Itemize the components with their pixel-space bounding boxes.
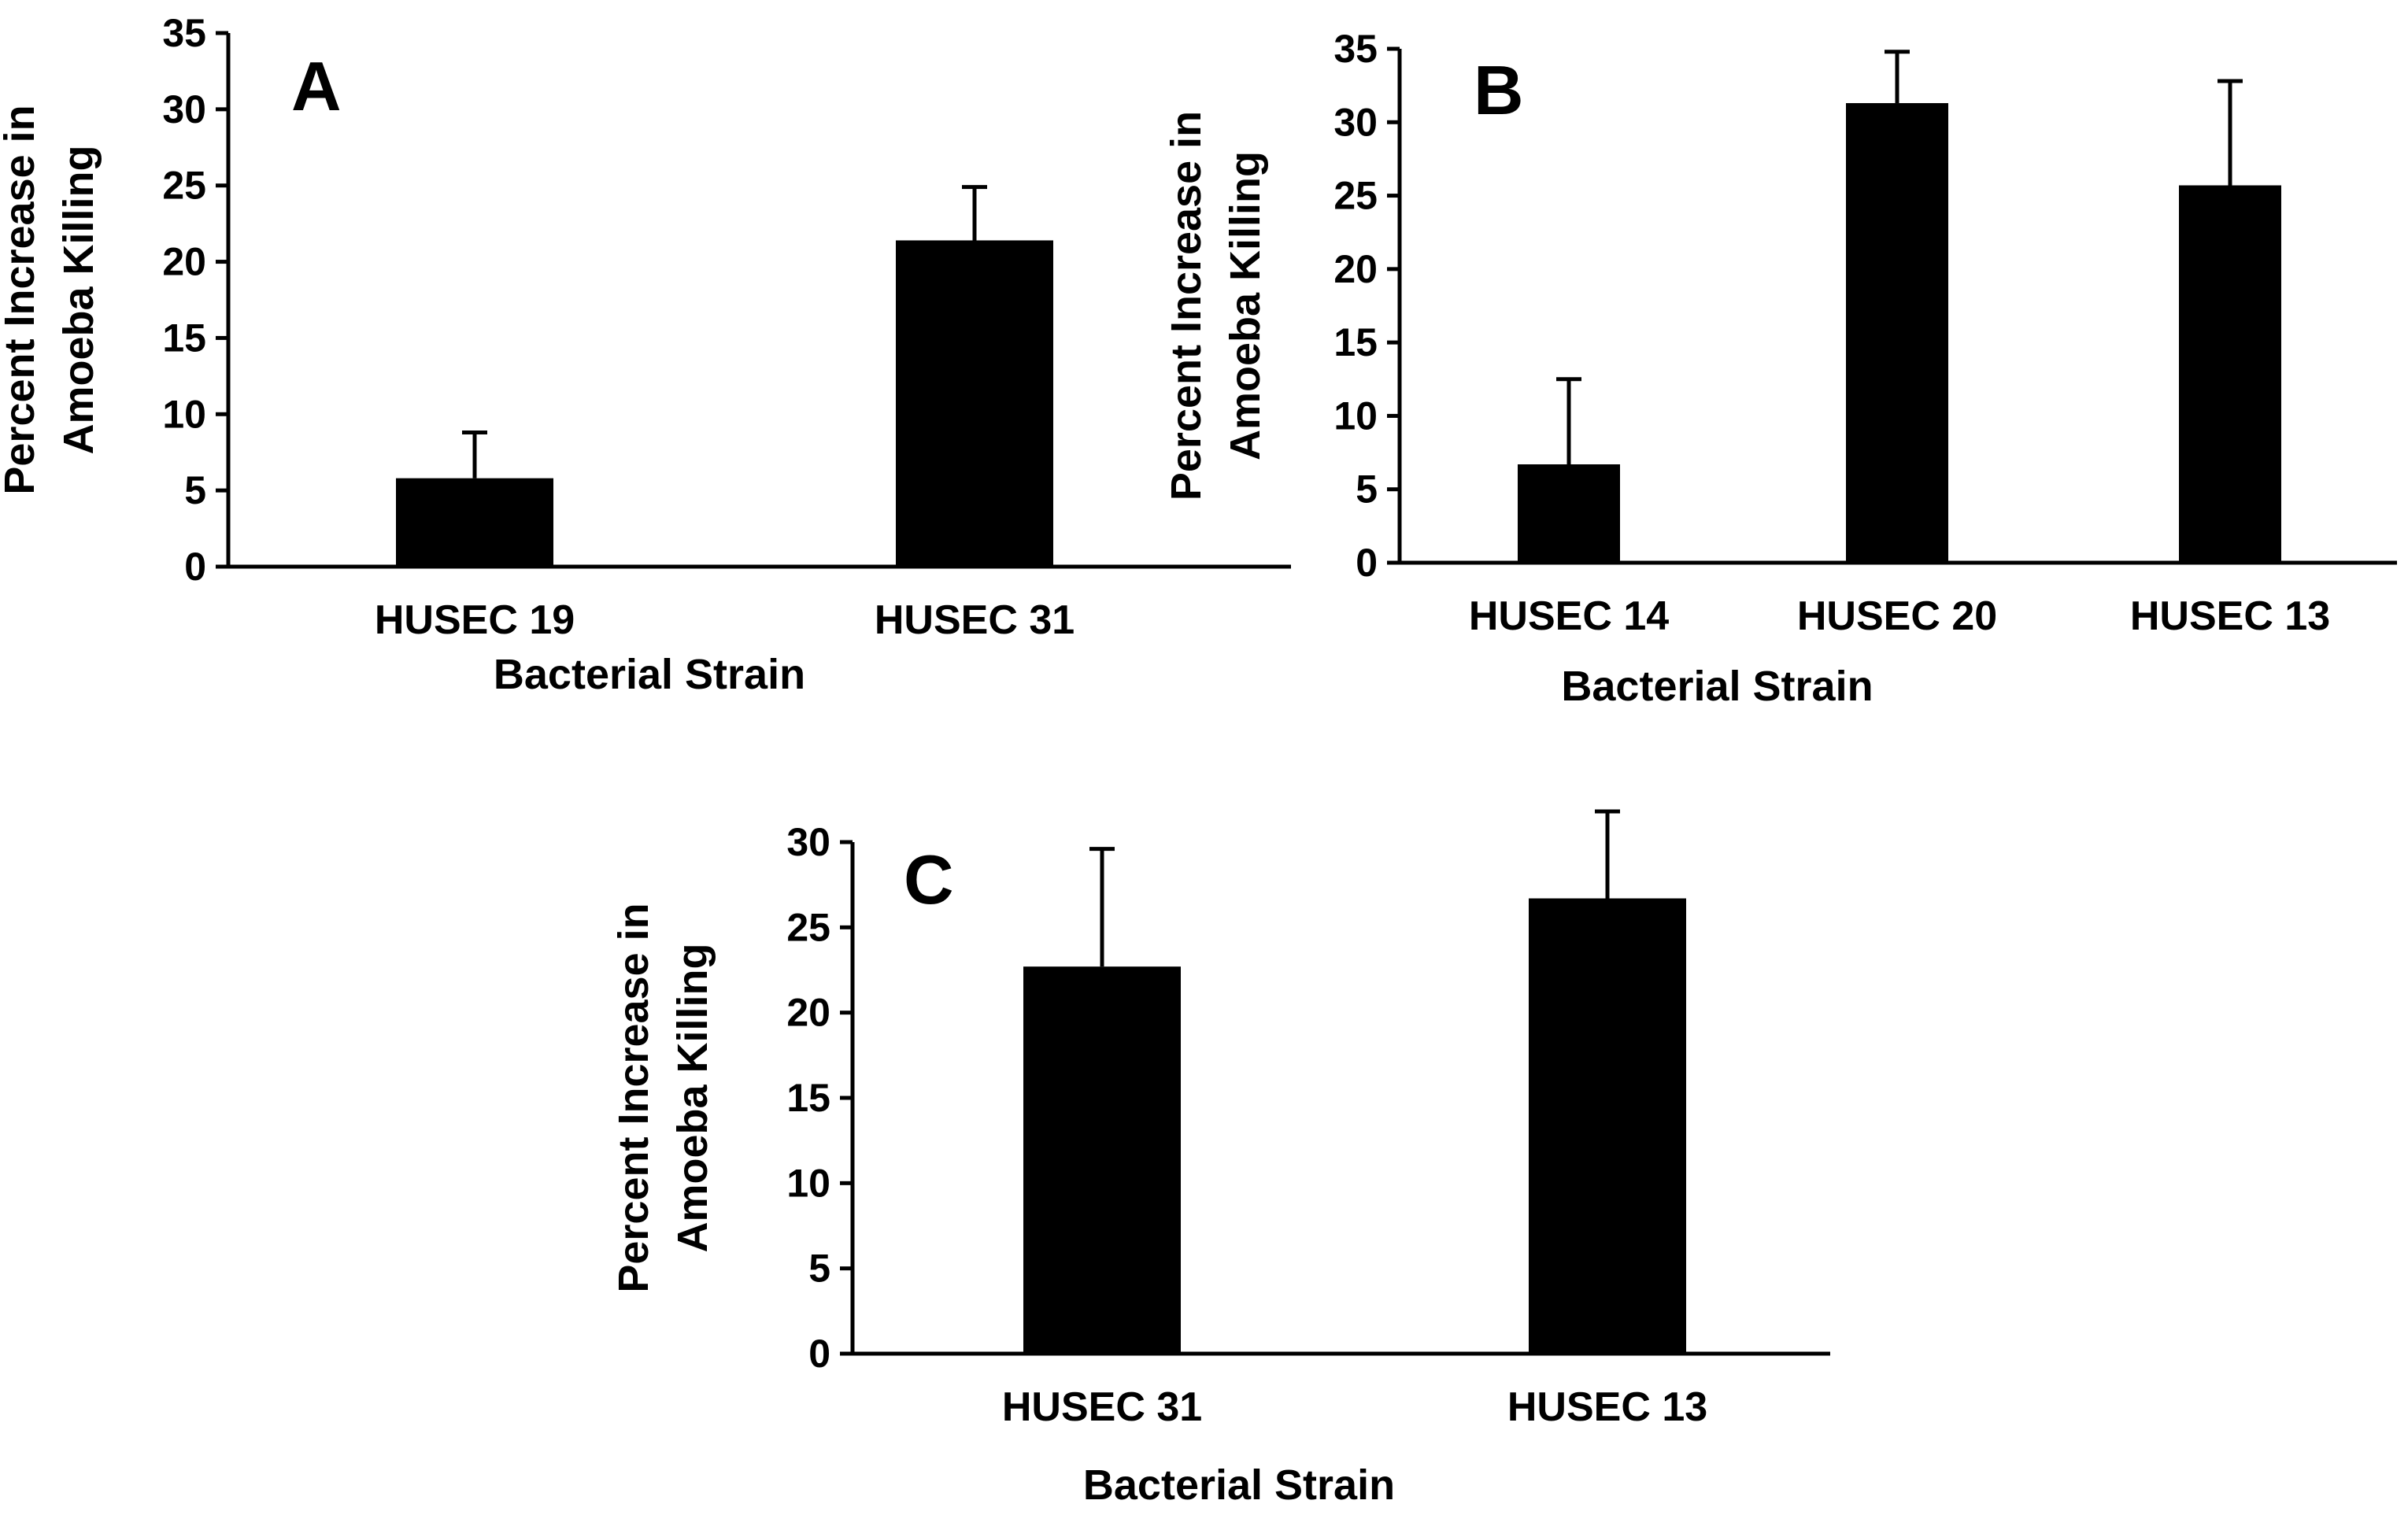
x-axis-title: Bacterial Strain — [1083, 1461, 1395, 1509]
y-tick-label: 5 — [808, 1247, 830, 1291]
bar — [1846, 103, 1948, 563]
bar — [896, 240, 1053, 567]
y-axis-title-line: Amoeba Killing — [55, 145, 102, 454]
y-axis-title-line: Amoeba Killing — [1222, 151, 1269, 460]
y-tick-label: 20 — [786, 991, 830, 1035]
y-tick-label: 25 — [162, 164, 206, 208]
category-label: HUSEC 20 — [1797, 593, 1997, 639]
y-tick-label: 30 — [162, 87, 206, 131]
y-axis-title-line: Percent Increase in — [1163, 111, 1210, 501]
category-label: HUSEC 31 — [875, 597, 1075, 643]
category-label: HUSEC 31 — [1002, 1384, 1202, 1430]
y-axis-title-line: Amoeba Killing — [669, 943, 716, 1252]
panel-letter: B — [1474, 51, 1524, 129]
bar — [1518, 464, 1620, 563]
bar — [1529, 898, 1686, 1354]
y-tick-label: 15 — [1333, 320, 1378, 364]
panel-letter: A — [291, 47, 342, 125]
y-axis-title-line: Percent Increase in — [610, 903, 657, 1292]
category-label: HUSEC 13 — [1507, 1384, 1707, 1430]
y-tick-label: 25 — [786, 905, 830, 949]
y-tick-label: 0 — [184, 545, 206, 589]
chart-panel-b: 0 5 10 15 20 25 30 35 HUSEC 14 HUSEC 20 HUSEC 13 Ba… — [1163, 27, 2397, 710]
category-label: HUSEC 14 — [1469, 593, 1669, 639]
category-label: HUSEC 13 — [2130, 593, 2330, 639]
y-tick-label: 0 — [1356, 541, 1378, 585]
y-tick-label: 0 — [808, 1332, 830, 1376]
bar — [1023, 966, 1181, 1354]
category-label: HUSEC 19 — [375, 597, 575, 643]
y-tick-label: 5 — [1356, 467, 1378, 512]
y-tick-label: 20 — [162, 240, 206, 284]
y-axis-title-line: Percent Increase in — [0, 105, 43, 494]
panel-letter: C — [904, 841, 954, 918]
y-tick-label: 20 — [1333, 247, 1378, 291]
y-tick-label: 15 — [162, 316, 206, 360]
bar — [396, 478, 553, 567]
x-axis-title: Bacterial Strain — [1561, 663, 1873, 710]
y-tick-label: 30 — [786, 820, 830, 864]
y-tick-label: 35 — [162, 11, 206, 55]
y-tick-label: 10 — [162, 392, 206, 436]
chart-panel-c: 0 5 10 15 20 25 30 HUSEC 31 HUSEC 13 Bacterial St… — [610, 809, 1830, 1509]
chart-panel-a: 0 5 10 15 20 25 30 35 HUSEC 19 HUSEC 31 Bacterial … — [0, 11, 1291, 698]
y-tick-label: 30 — [1333, 100, 1378, 144]
bar — [2179, 185, 2281, 564]
y-tick-label: 10 — [1333, 394, 1378, 438]
x-axis-title: Bacterial Strain — [494, 651, 805, 698]
y-tick-label: 35 — [1333, 27, 1378, 71]
y-tick-label: 25 — [1333, 174, 1378, 218]
y-tick-label: 15 — [786, 1076, 830, 1120]
y-tick-label: 5 — [184, 468, 206, 512]
y-tick-label: 10 — [786, 1161, 830, 1205]
